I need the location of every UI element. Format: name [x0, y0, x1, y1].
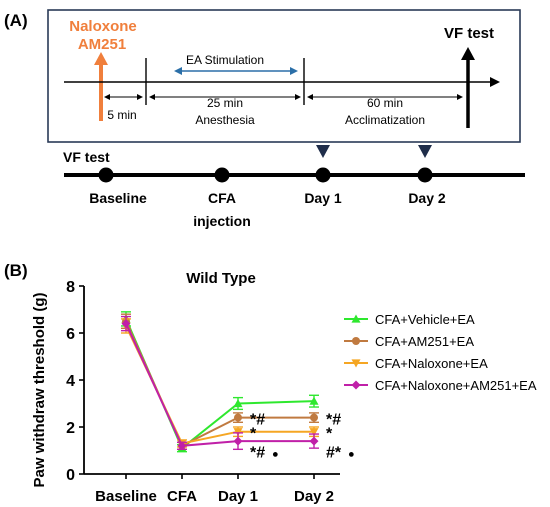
y-tick-label: 0 — [66, 467, 75, 484]
timeline-dot-baseline — [98, 167, 114, 183]
significance-annotation: *# — [326, 412, 341, 429]
vf-test-left-label: VF test — [63, 149, 110, 165]
data-point — [233, 428, 243, 437]
timeline-label-day1: Day 1 — [304, 190, 342, 206]
legend-marker — [351, 314, 361, 323]
day2-pointer-icon — [418, 145, 432, 158]
data-point — [121, 319, 131, 329]
data-point — [309, 428, 319, 437]
x-tick-label: Day 1 — [218, 488, 258, 505]
timeline-dot-cfa — [214, 167, 230, 183]
x-tick-label: Day 2 — [294, 488, 334, 505]
panel-a-label: (A) — [4, 11, 28, 30]
five-min-label: 5 min — [107, 108, 136, 122]
twentyfive-min-label: 25 min — [207, 96, 243, 110]
chart-legend: CFA+Vehicle+EA CFA+AM251+EA CFA+Naloxone+E… — [344, 312, 537, 393]
panel-b-label: (B) — [4, 261, 28, 280]
sixty-min-label: 60 min — [367, 96, 403, 110]
x-tick-label: Baseline — [95, 488, 157, 505]
timeline-dot-day1 — [315, 167, 331, 183]
data-point — [233, 399, 243, 408]
significance-annotation: *# — [250, 445, 265, 462]
vf-test-top-label: VF test — [444, 25, 494, 42]
five-min-right-head — [137, 94, 143, 100]
five-min-left-head — [104, 94, 110, 100]
y-tick-label: 8 — [66, 279, 75, 296]
x-tick-label: CFA — [167, 488, 197, 505]
legend-marker — [351, 359, 361, 368]
protocol-axis-arrowhead — [490, 77, 500, 87]
acclimatization-label: Acclimatization — [345, 113, 425, 127]
legend-marker — [352, 337, 360, 345]
legend-marker — [351, 380, 361, 390]
twentyfive-min-left-head — [149, 94, 155, 100]
chart-title: Wild Type — [186, 270, 256, 287]
timeline-label-day2: Day 2 — [408, 190, 446, 206]
data-point — [309, 396, 319, 405]
timeline-label-baseline: Baseline — [89, 190, 147, 206]
anesthesia-label: Anesthesia — [195, 113, 255, 127]
drug-label-naloxone: Naloxone — [69, 18, 137, 35]
y-axis-label: Paw withdraw threshold (g) — [31, 292, 48, 487]
sixty-min-right-head — [457, 94, 463, 100]
protocol-box — [47, 9, 521, 143]
timeline-label-cfa: CFA — [208, 190, 236, 206]
drug-arrow-head — [94, 52, 108, 65]
series-line — [125, 323, 314, 447]
vf-test-arrow-head — [461, 47, 475, 60]
significance-annotation: #* — [326, 445, 342, 462]
data-point — [310, 413, 318, 422]
significance-annotation: ● — [272, 449, 279, 461]
legend-label: CFA+AM251+EA — [375, 334, 474, 349]
significance-annotation: * — [326, 426, 333, 443]
significance-annotation: *# — [250, 412, 265, 429]
paw-withdraw-chart: 0 2 4 6 8 Baseline CFA Day 1 Day 2 Paw withdraw t… — [31, 279, 355, 505]
legend-label: CFA+Vehicle+EA — [375, 312, 475, 327]
data-point — [233, 436, 243, 446]
significance-annotation: * — [250, 426, 257, 443]
timeline-dot-day2 — [417, 167, 433, 183]
twentyfive-min-right-head — [295, 94, 301, 100]
ea-stimulation-label: EA Stimulation — [186, 53, 264, 67]
y-tick-label: 2 — [66, 420, 75, 437]
significance-annotation: ● — [348, 449, 355, 461]
data-point — [309, 436, 319, 446]
legend-label: CFA+Naloxone+AM251+EA — [375, 378, 537, 393]
y-tick-label: 4 — [66, 373, 75, 390]
timeline-label-injection: injection — [193, 213, 251, 229]
drug-label-am251: AM251 — [78, 36, 126, 53]
data-point — [234, 413, 242, 422]
data-point — [177, 441, 187, 451]
y-tick-label: 6 — [66, 326, 75, 343]
legend-label: CFA+Naloxone+EA — [375, 356, 488, 371]
ea-arrow-right-head — [290, 67, 298, 75]
sixty-min-left-head — [307, 94, 313, 100]
day1-pointer-icon — [316, 145, 330, 158]
ea-arrow-left-head — [174, 67, 182, 75]
